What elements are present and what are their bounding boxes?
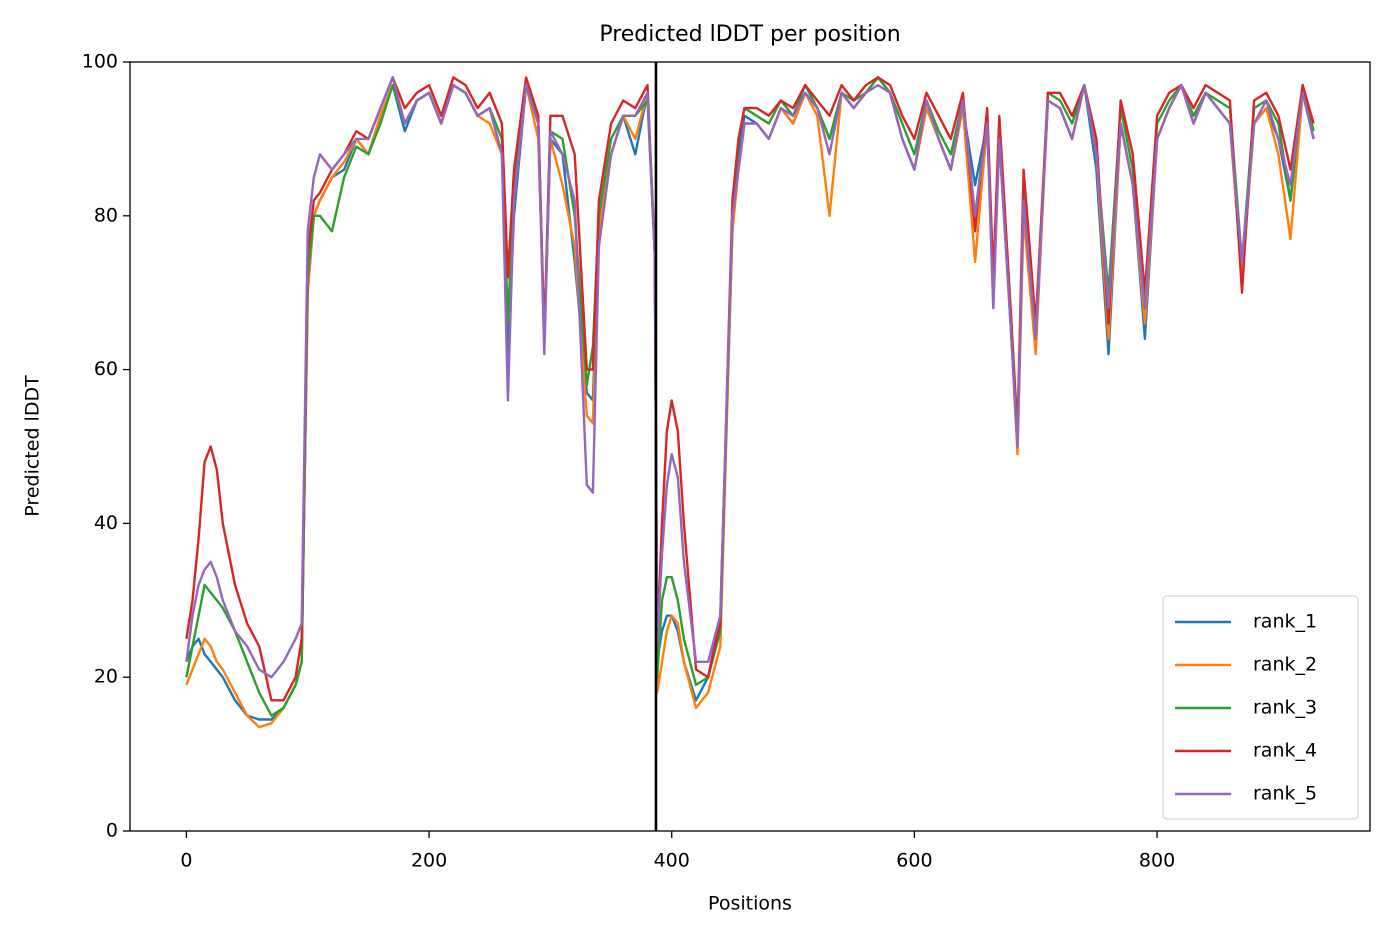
x-axis-label: Positions [708,893,792,915]
y-tick-label: 20 [94,666,118,688]
legend-label: rank_2 [1253,654,1317,676]
plot-frame [129,61,1371,832]
x-tick-label: 400 [654,850,690,872]
x-tick-label: 200 [411,850,447,872]
legend-box [1162,595,1359,820]
legend-label: rank_1 [1253,611,1317,633]
y-tick-label: 80 [94,204,118,226]
x-tick-label: 800 [1139,850,1175,872]
y-axis-label: Predicted lDDT [22,375,44,517]
data-line [185,76,1315,679]
y-tick-label: 40 [94,512,118,534]
y-tick-label: 0 [106,820,118,842]
legend-label: rank_4 [1253,740,1317,762]
y-tick-label: 100 [82,51,118,73]
y-tick-label: 60 [94,358,118,380]
legend-label: rank_3 [1253,697,1317,719]
chart-title: Predicted lDDT per position [599,22,900,47]
x-tick-label: 0 [180,850,192,872]
x-tick-label: 600 [896,850,932,872]
legend-label: rank_5 [1253,783,1317,805]
